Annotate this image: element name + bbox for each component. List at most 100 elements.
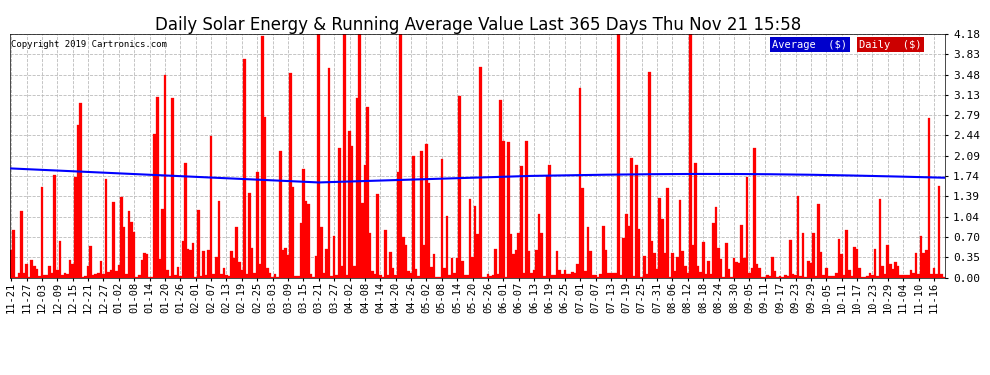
Bar: [333, 236, 336, 278]
Bar: [281, 250, 284, 278]
Bar: [823, 275, 825, 278]
Bar: [512, 254, 515, 278]
Bar: [520, 166, 523, 278]
Bar: [930, 274, 933, 278]
Bar: [436, 277, 438, 278]
Bar: [331, 276, 333, 278]
Bar: [328, 69, 331, 278]
Bar: [120, 197, 123, 278]
Bar: [820, 252, 823, 278]
Bar: [474, 206, 476, 278]
Bar: [300, 223, 302, 278]
Bar: [348, 131, 350, 278]
Bar: [18, 273, 20, 278]
Bar: [681, 251, 684, 278]
Bar: [661, 219, 663, 278]
Bar: [420, 151, 423, 278]
Bar: [889, 264, 892, 278]
Bar: [171, 98, 174, 278]
Bar: [31, 260, 33, 278]
Bar: [102, 274, 105, 278]
Bar: [874, 249, 876, 278]
Bar: [74, 177, 76, 278]
Bar: [618, 34, 620, 278]
Bar: [487, 274, 489, 278]
Bar: [807, 261, 810, 278]
Bar: [274, 274, 276, 278]
Bar: [238, 262, 241, 278]
Bar: [528, 251, 531, 278]
Bar: [13, 230, 15, 278]
Bar: [146, 254, 148, 278]
Bar: [879, 200, 881, 278]
Bar: [38, 276, 41, 278]
Bar: [463, 274, 466, 278]
Bar: [138, 274, 141, 278]
Bar: [189, 250, 192, 278]
Bar: [271, 276, 274, 278]
Bar: [748, 273, 750, 278]
Bar: [763, 277, 766, 278]
Bar: [855, 249, 858, 278]
Bar: [402, 237, 405, 278]
Bar: [87, 266, 89, 278]
Bar: [861, 277, 863, 278]
Bar: [26, 264, 28, 278]
Bar: [531, 273, 533, 278]
Bar: [907, 275, 910, 278]
Bar: [250, 249, 253, 278]
Bar: [448, 276, 450, 278]
Bar: [156, 98, 158, 278]
Bar: [344, 34, 346, 278]
Bar: [515, 250, 518, 278]
Bar: [628, 226, 631, 278]
Bar: [902, 275, 905, 278]
Bar: [812, 233, 815, 278]
Bar: [358, 34, 361, 278]
Bar: [866, 276, 868, 278]
Bar: [494, 249, 497, 278]
Bar: [738, 263, 741, 278]
Bar: [412, 156, 415, 278]
Bar: [453, 273, 455, 278]
Bar: [323, 273, 325, 278]
Bar: [366, 107, 368, 278]
Bar: [792, 274, 794, 278]
Bar: [320, 227, 323, 278]
Bar: [315, 256, 318, 278]
Bar: [205, 275, 207, 278]
Bar: [197, 210, 200, 278]
Bar: [202, 251, 205, 278]
Bar: [940, 274, 942, 278]
Bar: [418, 276, 420, 278]
Bar: [625, 214, 628, 278]
Bar: [169, 276, 171, 278]
Bar: [599, 274, 602, 278]
Bar: [15, 277, 18, 278]
Text: Copyright 2019 Cartronics.com: Copyright 2019 Cartronics.com: [11, 40, 166, 49]
Bar: [20, 211, 23, 278]
Bar: [636, 165, 638, 278]
Bar: [699, 272, 702, 278]
Bar: [220, 274, 223, 278]
Bar: [623, 238, 625, 278]
Bar: [356, 98, 358, 278]
Bar: [223, 268, 225, 278]
Bar: [850, 276, 853, 278]
Bar: [758, 268, 761, 278]
Bar: [736, 262, 738, 278]
Bar: [561, 274, 563, 278]
Bar: [645, 274, 648, 278]
Bar: [830, 276, 833, 278]
Bar: [363, 165, 366, 278]
Bar: [768, 276, 771, 278]
Bar: [728, 269, 731, 278]
Bar: [538, 214, 541, 278]
Bar: [576, 264, 579, 278]
Bar: [710, 274, 712, 278]
Bar: [876, 276, 879, 278]
Bar: [161, 209, 163, 278]
Bar: [123, 226, 126, 278]
Bar: [784, 275, 786, 278]
Bar: [346, 275, 348, 278]
